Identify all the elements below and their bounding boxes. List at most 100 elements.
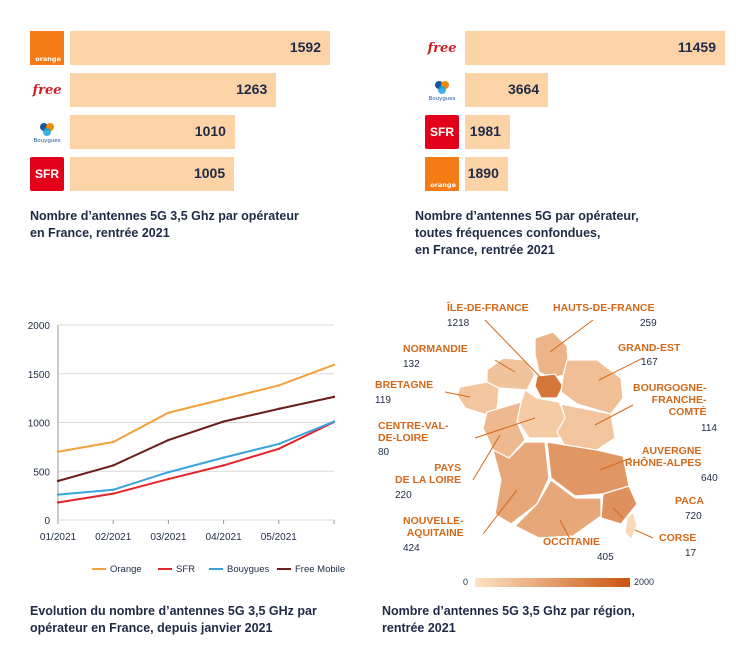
bar-row-free: free 11459: [425, 31, 745, 65]
series-point: [56, 479, 60, 483]
bar-row-bouygues: Bouygues 1010: [30, 115, 350, 149]
series-point: [167, 411, 170, 414]
bar-row-sfr: SFR 1981: [425, 115, 745, 149]
bar-value-label: 1005: [193, 165, 226, 181]
region-value-paca: 720: [685, 511, 702, 522]
region-label-grand-est: GRAND-EST: [618, 342, 681, 354]
region-value-pays-de-la-loire: 220: [395, 490, 412, 501]
leader-line: [484, 319, 546, 383]
color-scale-min-label: 0: [463, 577, 469, 587]
series-point: [332, 395, 336, 399]
region-value-hauts-de-france: 259: [640, 318, 657, 329]
bar-value-label: 1592: [289, 39, 321, 55]
bar: 1592: [70, 31, 330, 65]
series-line: [57, 363, 335, 453]
series-point: [112, 440, 115, 444]
region-value-occitanie: 405: [597, 552, 614, 563]
bar-value-label: 1263: [236, 81, 268, 97]
series-point: [222, 420, 225, 423]
series-point: [56, 501, 60, 504]
x-tick-label: 05/2021: [261, 532, 298, 543]
color-scale-bar: [475, 578, 630, 587]
series-point: [277, 384, 280, 387]
series-point: [56, 450, 60, 453]
free-logo-icon: free: [30, 73, 64, 107]
series-point: [332, 420, 336, 423]
bar: 1263: [70, 73, 277, 107]
x-tick-label: 01/2021: [40, 532, 77, 543]
series-line: [57, 421, 335, 504]
series-point: [167, 471, 170, 474]
series-point: [112, 492, 115, 495]
free-logo-icon: free: [425, 31, 459, 65]
region-value-bourgogne-franche-comte: 114: [701, 423, 717, 434]
leader-line: [444, 391, 471, 398]
region-value-centre-val-de-loire: 80: [378, 447, 390, 458]
leader-line: [482, 489, 518, 535]
orange-logo-icon: orange: [30, 31, 64, 65]
region-value-grand-est: 167: [641, 357, 658, 368]
chart-caption: Evolution du nombre d’antennes 5G 3,5 GH…: [30, 604, 317, 635]
x-tick-label: 04/2021: [206, 532, 243, 543]
bar: 1010: [70, 115, 235, 149]
series-point: [167, 438, 170, 442]
bar: 1890: [465, 157, 508, 191]
sfr-logo-icon: SFR: [425, 115, 459, 149]
region-corse: [624, 510, 638, 542]
france-map: [444, 319, 654, 542]
region-label-bretagne: BRETAGNE: [375, 379, 434, 391]
leader-line: [599, 457, 632, 471]
leader-line: [594, 404, 634, 426]
leader-line: [559, 519, 571, 540]
y-tick-label: 1000: [28, 419, 51, 430]
y-tick-label: 1500: [28, 370, 51, 381]
bar-value-label: 1010: [194, 123, 226, 139]
series-point: [56, 493, 60, 496]
bar-value-label: 1981: [469, 123, 501, 139]
chart-caption: Nombre d’antennes 5G 3,5 Ghz par région,…: [382, 604, 635, 635]
color-scale-max-label: 2000: [634, 577, 655, 587]
orange-logo-icon: orange: [425, 157, 459, 191]
leader-line: [472, 434, 501, 481]
legend-label: Free Mobile: [295, 564, 345, 575]
region-hauts-de-france: [534, 331, 570, 379]
region-label-corse: CORSE: [659, 532, 697, 544]
bar-value-label: 3664: [507, 81, 540, 97]
x-tick-label: 02/2021: [95, 532, 132, 543]
region-label-ile-de-france: ÎLE-DE-FRANCE: [447, 302, 529, 314]
series-point: [277, 407, 280, 411]
legend-label: SFR: [176, 564, 195, 575]
leader-line: [474, 417, 536, 439]
bar-value-label: 1890: [467, 165, 499, 181]
series-point: [167, 477, 170, 481]
bar-row-orange: orange 1890: [425, 157, 745, 191]
y-tick-label: 0: [44, 516, 50, 527]
bar: 3664: [465, 73, 549, 107]
region-map: ÎLE-DE-FRANCE 1218 HAUTS-DE-FRANCE 259 N…: [375, 290, 750, 645]
region-label-occitanie: OCCITANIE: [543, 536, 600, 548]
series-point: [112, 488, 115, 491]
legend-label: Bouygues: [227, 564, 270, 575]
region-value-normandie: 132: [403, 359, 420, 370]
series-point: [222, 397, 225, 401]
legend-label: Orange: [110, 564, 142, 575]
region-ile-de-france: [534, 373, 564, 399]
line-chart-evolution: 0 500 1000 1500 2000 01/2021 02/2021 03/2021 04/…: [0, 300, 375, 645]
region-label-auvergne-rhone-alpes: AUVERGNE RHÔNE-ALPES: [625, 445, 702, 469]
y-tick-label: 2000: [28, 321, 51, 332]
sfr-logo-icon: SFR: [30, 157, 64, 191]
leader-line: [612, 507, 624, 519]
region-label-centre-val-de-loire: CENTRE-VAL- DE-LOIRE: [378, 420, 449, 444]
bar-chart-all-frequencies: free 11459 Bouygues 3664 SFR 1981 orange…: [375, 0, 750, 260]
bar-row-free: free 1263: [30, 73, 350, 107]
bar: 11459: [465, 31, 725, 65]
region-value-ile-de-france: 1218: [447, 318, 470, 329]
region-value-corse: 17: [685, 548, 697, 559]
series-point: [277, 442, 280, 446]
series-point: [222, 456, 225, 459]
region-paca: [600, 485, 638, 525]
bar: 1005: [70, 157, 235, 191]
bouygues-logo-icon: Bouygues: [30, 115, 64, 149]
bar-row-sfr: SFR 1005: [30, 157, 350, 191]
series-point: [332, 363, 336, 366]
